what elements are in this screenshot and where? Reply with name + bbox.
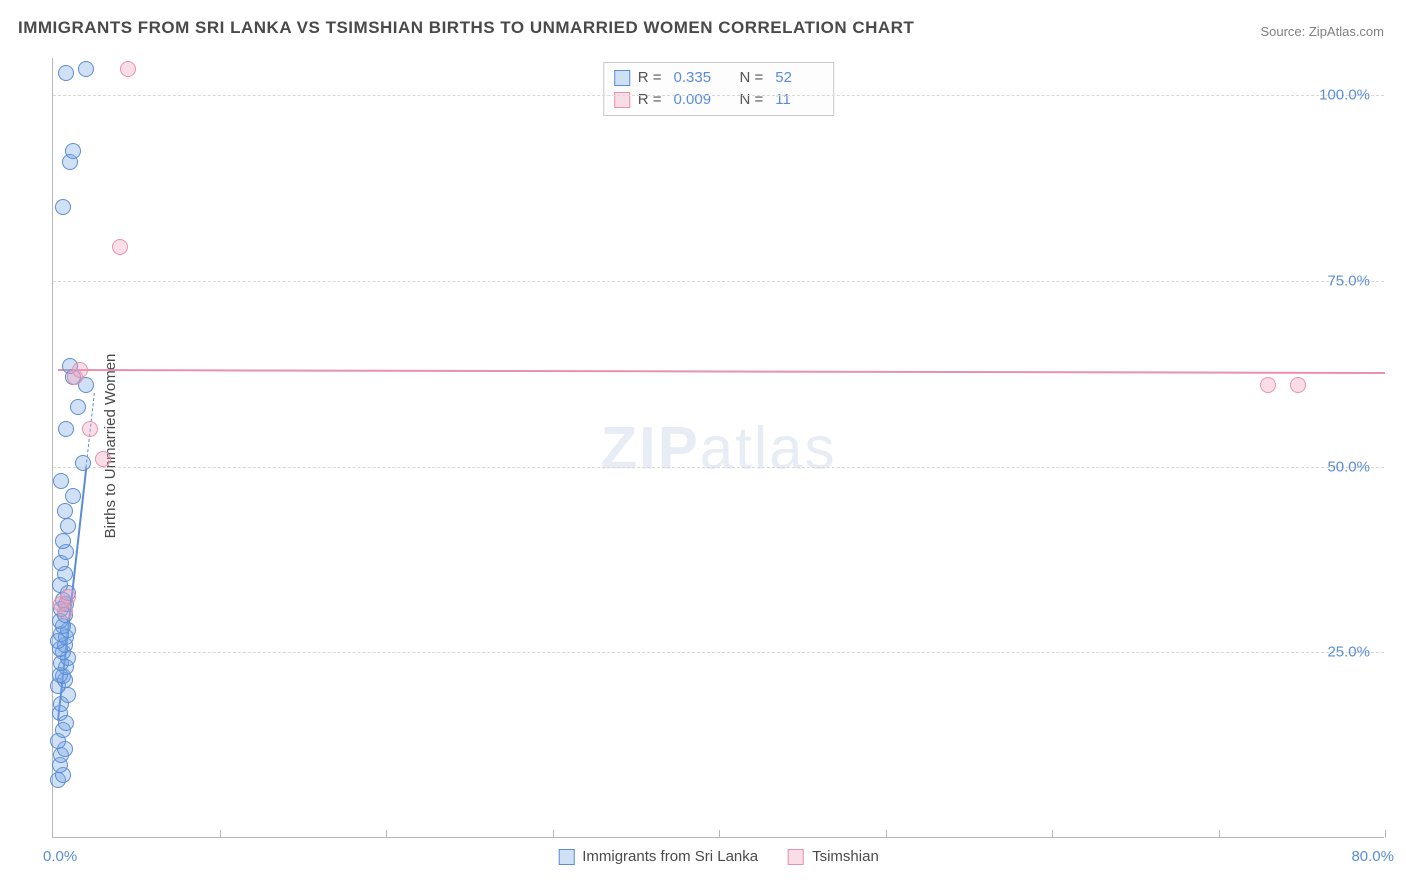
n-value: 11 <box>775 89 823 111</box>
x-tick <box>1385 830 1386 838</box>
data-point <box>78 61 94 77</box>
chart-title: IMMIGRANTS FROM SRI LANKA VS TSIMSHIAN B… <box>18 18 914 38</box>
data-point <box>65 143 81 159</box>
watermark-rest: atlas <box>700 414 837 481</box>
y-tick-label: 25.0% <box>1327 644 1370 661</box>
data-point <box>75 455 91 471</box>
x-tick <box>719 830 720 838</box>
data-point <box>57 503 73 519</box>
x-tick <box>1052 830 1053 838</box>
gridline <box>53 467 1384 468</box>
source-attribution: Source: ZipAtlas.com <box>1260 24 1384 39</box>
data-point <box>95 451 111 467</box>
legend-label: Tsimshian <box>812 848 879 865</box>
watermark: ZIPatlas <box>600 413 836 482</box>
x-tick <box>553 830 554 838</box>
data-point <box>72 362 88 378</box>
data-point <box>120 61 136 77</box>
r-value: 0.335 <box>674 67 722 89</box>
x-tick <box>220 830 221 838</box>
y-tick-label: 50.0% <box>1327 458 1370 475</box>
n-value: 52 <box>775 67 823 89</box>
data-point <box>58 421 74 437</box>
legend-label: Immigrants from Sri Lanka <box>582 848 758 865</box>
legend-row: R =0.009N =11 <box>614 89 824 111</box>
data-point <box>70 399 86 415</box>
data-point <box>1290 377 1306 393</box>
r-value: 0.009 <box>674 89 722 111</box>
correlation-legend: R =0.335N =52R =0.009N =11 <box>603 62 835 116</box>
data-point <box>1260 377 1276 393</box>
x-axis-max-label: 80.0% <box>1351 848 1394 865</box>
legend-row: R =0.335N =52 <box>614 67 824 89</box>
legend-item: Immigrants from Sri Lanka <box>558 848 758 865</box>
data-point <box>112 239 128 255</box>
data-point <box>53 473 69 489</box>
gridline <box>53 281 1384 282</box>
y-tick-label: 100.0% <box>1319 87 1370 104</box>
data-point <box>58 65 74 81</box>
legend-swatch <box>614 70 630 86</box>
gridline <box>53 95 1384 96</box>
data-point <box>82 421 98 437</box>
source-value: ZipAtlas.com <box>1309 24 1384 39</box>
x-tick <box>386 830 387 838</box>
watermark-bold: ZIP <box>600 414 699 481</box>
legend-swatch <box>558 849 574 865</box>
trend-line <box>58 369 1385 374</box>
x-tick <box>886 830 887 838</box>
source-label: Source: <box>1260 24 1308 39</box>
scatter-plot-area: ZIPatlas R =0.335N =52R =0.009N =11 0.0%… <box>52 58 1384 838</box>
data-point <box>60 518 76 534</box>
series-legend: Immigrants from Sri Lanka Tsimshian <box>558 848 879 865</box>
y-tick-label: 75.0% <box>1327 272 1370 289</box>
data-point <box>65 488 81 504</box>
data-point <box>55 199 71 215</box>
x-tick <box>1219 830 1220 838</box>
legend-item: Tsimshian <box>788 848 879 865</box>
gridline <box>53 652 1384 653</box>
legend-swatch <box>788 849 804 865</box>
x-axis-min-label: 0.0% <box>43 848 77 865</box>
data-point <box>60 589 76 605</box>
data-point <box>55 533 71 549</box>
